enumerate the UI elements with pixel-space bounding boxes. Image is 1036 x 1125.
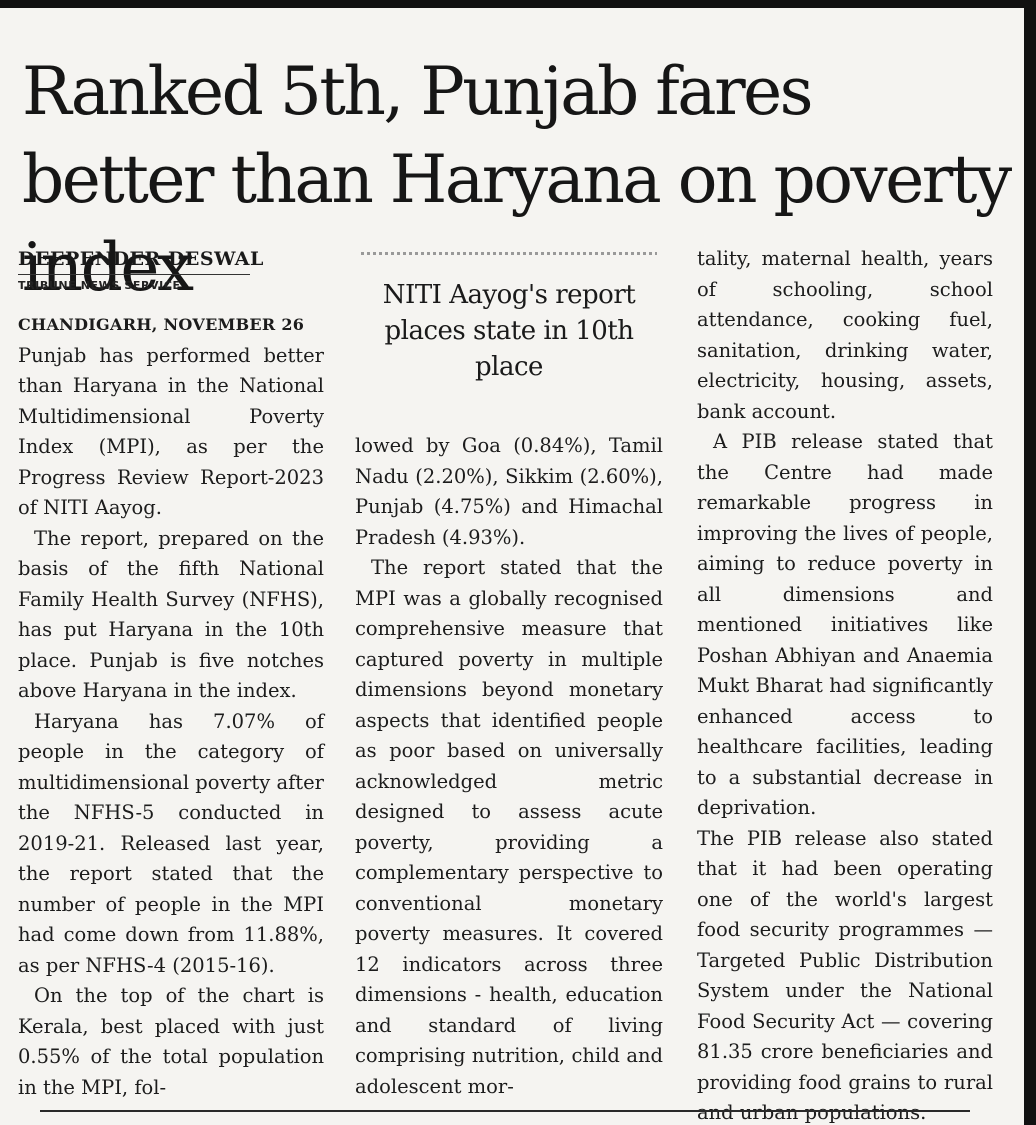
paragraph-text: Punjab has performed better than Haryana… (18, 343, 324, 520)
paragraph: The report stated that the MPI was a glo… (355, 556, 663, 1098)
bottom-divider (40, 1110, 970, 1112)
dateline: CHANDIGARH, NOVEMBER 26 (18, 315, 305, 334)
pull-quote-box: NITI Aayog's report places state in 10th… (355, 244, 663, 431)
byline-author: DEEPENDER DESWAL (18, 248, 264, 270)
paragraph: A PIB release stated that the Centre had… (697, 430, 993, 819)
byline-divider (18, 274, 250, 275)
newspaper-clipping: Ranked 5th, Punjab fares better than Har… (0, 8, 1024, 1125)
pull-quote-rule (361, 252, 657, 255)
news-service: TRIBUNE NEWS SERVICE (18, 279, 181, 292)
paragraph: lowed by Goa (0.84%), Tamil Nadu (2.20%)… (355, 434, 663, 549)
article-column-2: NITI Aayog's report places state in 10th… (355, 244, 663, 1102)
paragraph: The PIB release also stated that it had … (697, 826, 993, 1125)
headline: Ranked 5th, Punjab fares better than Har… (22, 53, 1012, 306)
article-column-3: tality, maternal health, years of school… (697, 244, 993, 1125)
paragraph: On the top of the chart is Kerala, best … (18, 984, 324, 1099)
paragraph: Haryana has 7.07% of people in the categ… (18, 709, 324, 977)
paragraph: The report, prepared on the basis of the… (18, 526, 324, 703)
lead-paragraph: CHANDIGARH, NOVEMBER 26 Punjab has perfor… (18, 309, 324, 524)
paragraph: tality, maternal health, years of school… (697, 247, 993, 423)
pull-quote: NITI Aayog's report places state in 10th… (382, 280, 636, 382)
article-column-1: DEEPENDER DESWAL TRIBUNE NEWS SERVICE CH… (18, 244, 324, 1103)
